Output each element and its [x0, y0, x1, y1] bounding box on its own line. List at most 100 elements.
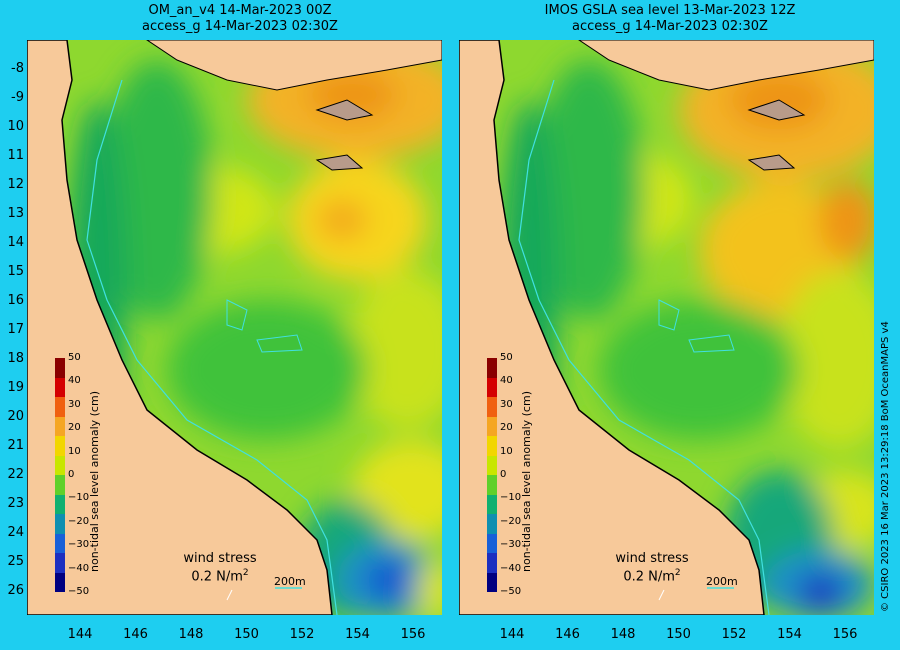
colorbar-tick-label: −30: [500, 539, 522, 551]
colorbar-tick-label: 30: [68, 398, 81, 410]
longitude-label: 156: [400, 627, 426, 642]
latitude-label: 20: [7, 409, 24, 424]
australia-landmass: [459, 40, 765, 615]
latitude-label: 13: [7, 206, 24, 221]
longitude-label: 146: [555, 627, 580, 642]
colorbar-segment: [487, 533, 497, 553]
colorbar-segment: [487, 494, 497, 514]
imos-map-svg: [459, 40, 874, 615]
colorbar-segment: [487, 572, 497, 592]
longitude-label: 154: [345, 627, 370, 642]
latitude-label: -9: [11, 90, 24, 105]
colorbar-right: [487, 358, 497, 592]
latitude-label: 22: [7, 467, 24, 482]
wind-arrow: [226, 589, 233, 601]
colorbar-segment: [55, 494, 65, 514]
colorbar-segment: [55, 358, 65, 378]
colorbar-segment: [55, 533, 65, 553]
right-title: IMOS GSLA sea level 13-Mar-2023 12Z acce…: [460, 3, 880, 35]
australia-landmass: [27, 40, 333, 615]
latitude-label: 25: [7, 554, 24, 569]
colorbar-tick-label: 40: [68, 375, 81, 387]
colorbar-segment: [487, 475, 497, 495]
colorbar-tick-label: −10: [500, 492, 522, 504]
colorbar-segment: [487, 377, 497, 397]
longitude-label: 146: [123, 627, 148, 642]
right-title-line1: IMOS GSLA sea level 13-Mar-2023 12Z: [544, 3, 796, 18]
credit-text: © CSIRO 2023 16 Mar 2023 13:29:18 BoM Oc…: [880, 321, 891, 612]
depth-contour: [518, 79, 770, 615]
colorbar-tick-label: −50: [500, 586, 522, 597]
colorbar-tick-label: −40: [68, 562, 90, 574]
latitude-label: -8: [11, 61, 24, 76]
latitude-label: 11: [7, 148, 24, 163]
reef-contour: [256, 334, 303, 353]
model-sea-level-map: [27, 40, 442, 615]
latitude-label: 12: [7, 177, 24, 192]
colorbar-tick-label: 20: [68, 422, 81, 434]
latitude-label: 19: [7, 380, 24, 395]
colorbar-segment: [55, 436, 65, 456]
colorbar-segment: [55, 377, 65, 397]
colorbar-segment: [55, 455, 65, 475]
colorbar-tick-label: 0: [500, 469, 507, 480]
wind-legend-right: wind stress 0.2 N/m2: [597, 551, 707, 584]
reef-contour: [688, 334, 735, 353]
colorbar-segment: [487, 455, 497, 475]
longitude-label: 144: [499, 627, 525, 642]
wind-label: wind stress: [615, 551, 689, 566]
colorbar-tick-label: −30: [68, 539, 90, 551]
colorbar-tick-label: 50: [68, 352, 81, 363]
imos-gsla-sea-level-map: [459, 40, 874, 615]
latitude-label: 10: [7, 119, 24, 134]
island: [315, 154, 364, 171]
colorbar-segment: [55, 514, 65, 534]
colorbar-segment: [55, 416, 65, 436]
colorbar-tick-label: −10: [68, 492, 90, 504]
depth-scale-label-left: 200m: [274, 575, 306, 588]
colorbar-title-right: non-tidal sea level anomaly (cm): [520, 391, 533, 572]
colorbar-tick-label: 30: [500, 398, 513, 410]
reef-contour: [226, 299, 248, 331]
colorbar-segment: [487, 553, 497, 573]
colorbar-segment: [55, 397, 65, 417]
longitude-label: 156: [832, 627, 858, 642]
longitude-label: 144: [67, 627, 93, 642]
colorbar-tick-label: −50: [68, 586, 90, 597]
depth-contour: [86, 79, 338, 615]
colorbar-tick-label: 50: [500, 352, 513, 363]
longitude-label: 152: [289, 627, 315, 642]
colorbar-segment: [487, 397, 497, 417]
left-title-line1: OM_an_v4 14-Mar-2023 00Z: [148, 3, 332, 18]
wind-value-row: 0.2 N/m2: [597, 566, 707, 584]
colorbar-tick-label: −40: [500, 562, 522, 574]
model-map-svg: [27, 40, 442, 615]
colorbar-tick-label: 20: [500, 422, 513, 434]
left-title-line2: access_g 14-Mar-2023 02:30Z: [142, 19, 338, 34]
new-guinea-landmass: [146, 40, 442, 91]
longitude-label: 148: [610, 627, 636, 642]
latitude-label: 17: [7, 322, 24, 337]
colorbar-segment: [55, 553, 65, 573]
colorbar-segment: [55, 572, 65, 592]
left-title: OM_an_v4 14-Mar-2023 00Z access_g 14-Mar…: [40, 3, 440, 35]
island: [747, 154, 796, 171]
longitude-label: 148: [178, 627, 204, 642]
latitude-label: 21: [7, 438, 24, 453]
colorbar-tick-label: 40: [500, 375, 513, 387]
latitude-label: 14: [7, 235, 24, 250]
latitude-label: 23: [7, 496, 24, 511]
longitude-label: 150: [666, 627, 691, 642]
wind-arrow: [658, 589, 665, 601]
wind-value-row: 0.2 N/m2: [165, 566, 275, 584]
new-guinea-landmass: [578, 40, 874, 91]
colorbar-tick-label: 10: [500, 445, 513, 457]
latitude-label: 15: [7, 264, 24, 279]
colorbar-segment: [487, 358, 497, 378]
colorbar-left: [55, 358, 65, 592]
colorbar-segment: [487, 514, 497, 534]
colorbar-title-left: non-tidal sea level anomaly (cm): [88, 391, 101, 572]
wind-unit-exponent: 2: [242, 568, 249, 578]
wind-label: wind stress: [183, 551, 257, 566]
